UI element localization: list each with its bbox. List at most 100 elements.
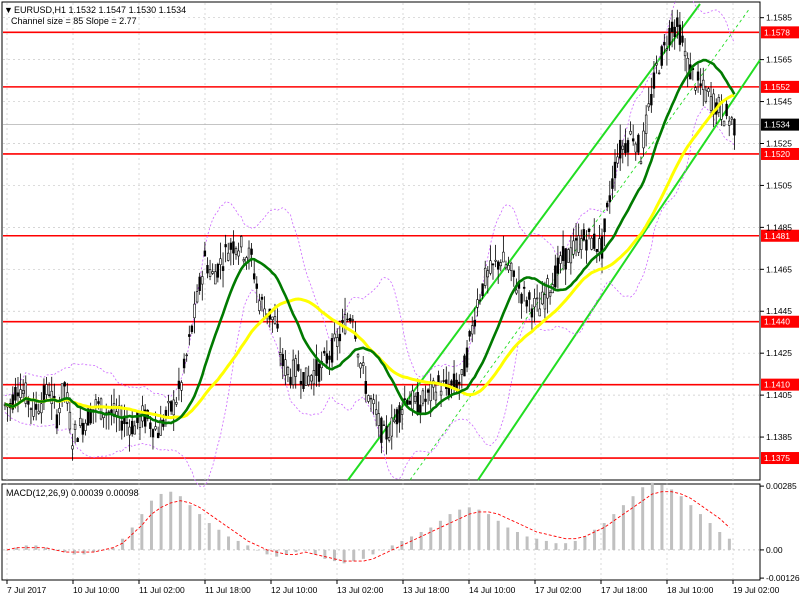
macd-bar <box>583 536 587 550</box>
candle-body <box>32 399 35 417</box>
candle-body <box>611 178 614 189</box>
macd-bar <box>227 536 231 550</box>
candle-body <box>232 241 235 254</box>
candle-body <box>97 401 100 404</box>
level-tag-label: 1.1578 <box>764 27 790 37</box>
time-tick-label: 7 Jul 2017 <box>7 585 46 595</box>
candle-body <box>240 236 243 248</box>
candle-body <box>149 422 152 429</box>
candle-body <box>73 423 77 430</box>
macd-bar <box>554 543 558 550</box>
candle-body <box>730 117 734 120</box>
candle-body <box>476 299 479 308</box>
candle-body <box>175 402 178 405</box>
candle-body <box>45 384 48 395</box>
macd-bar <box>660 485 664 550</box>
candle-body <box>359 363 362 369</box>
channel-upper-solid <box>477 59 761 481</box>
macd-bar <box>121 538 125 550</box>
candle-body <box>71 445 74 450</box>
candle-body <box>34 404 38 410</box>
candle-body <box>156 432 160 439</box>
candle-body <box>600 236 604 259</box>
candle-body <box>260 296 264 300</box>
time-tick-label: 17 Jul 02:00 <box>535 585 582 595</box>
candle-body <box>574 238 578 241</box>
candle-body <box>16 392 20 397</box>
candle-body <box>304 367 308 386</box>
candle-body <box>668 27 671 46</box>
candle-body <box>548 292 552 297</box>
candle-body <box>317 363 321 382</box>
price-tick-label: 1.1565 <box>766 55 792 65</box>
candle-body <box>291 359 295 385</box>
candle-body <box>613 161 617 179</box>
candle-body <box>395 409 399 425</box>
macd-bar <box>641 487 645 550</box>
candle-body <box>556 257 560 274</box>
candle-body <box>99 398 103 420</box>
candle-body <box>696 71 700 81</box>
candle-body <box>644 114 648 134</box>
candle-body <box>297 364 300 371</box>
candle-body <box>504 264 508 269</box>
candle-body <box>343 314 347 334</box>
candle-body <box>478 299 482 302</box>
macd-bar <box>149 500 153 550</box>
macd-bar <box>63 549 67 553</box>
candle-body <box>437 375 440 384</box>
candle-body <box>351 319 355 321</box>
candle-body <box>421 390 425 404</box>
candle-body <box>258 300 261 311</box>
candle-body <box>172 399 175 416</box>
candle-body <box>528 292 531 300</box>
candle-body <box>595 248 599 252</box>
macd-bar <box>34 545 38 550</box>
candle-body <box>637 134 640 153</box>
candle-body <box>195 291 199 303</box>
candle-body <box>580 238 583 250</box>
time-axis: 7 Jul 2017 10 Jul 10:00 11 Jul 02:00 11 Jul… <box>6 580 780 595</box>
candle-body <box>177 380 181 389</box>
macd-bar <box>679 496 683 550</box>
candle-body <box>180 382 183 391</box>
candle-body <box>84 422 87 431</box>
band-lower <box>4 106 735 488</box>
candle-body <box>593 233 596 249</box>
candle-body <box>224 244 227 248</box>
macd-bar <box>217 529 221 550</box>
candle-body <box>242 259 246 262</box>
level-tag-label: 1.1410 <box>764 380 790 390</box>
candle-body <box>512 270 515 277</box>
candle-body <box>567 249 570 263</box>
time-tick-label: 18 Jul 10:00 <box>667 585 714 595</box>
candle-body <box>673 26 676 38</box>
macd-bar <box>323 549 327 559</box>
candle-body <box>489 260 492 274</box>
macd-bar <box>670 489 674 550</box>
macd-bar <box>381 549 385 551</box>
symbol-dropdown-icon[interactable]: ▼ <box>4 5 13 15</box>
macd-bar <box>448 514 452 550</box>
candle-body <box>382 424 386 426</box>
level-tag-label: 1.1552 <box>764 82 790 92</box>
macd-bar <box>390 545 394 550</box>
candle-body <box>281 354 284 367</box>
macd-bar <box>487 514 491 550</box>
price-tick-label: 1.1485 <box>766 222 792 232</box>
band-upper <box>4 0 735 398</box>
candle-body <box>19 389 22 398</box>
macd-bar <box>621 505 625 550</box>
candle-body <box>561 246 565 261</box>
candle-body <box>419 404 422 413</box>
candle-body <box>626 140 630 153</box>
candle-body <box>608 195 612 203</box>
candle-body <box>642 130 645 149</box>
candle-body <box>341 319 344 323</box>
level-tag <box>761 378 799 391</box>
candle-body <box>398 405 401 423</box>
candle-body <box>554 265 557 288</box>
candle-body <box>380 417 383 443</box>
candle-body <box>598 238 601 253</box>
